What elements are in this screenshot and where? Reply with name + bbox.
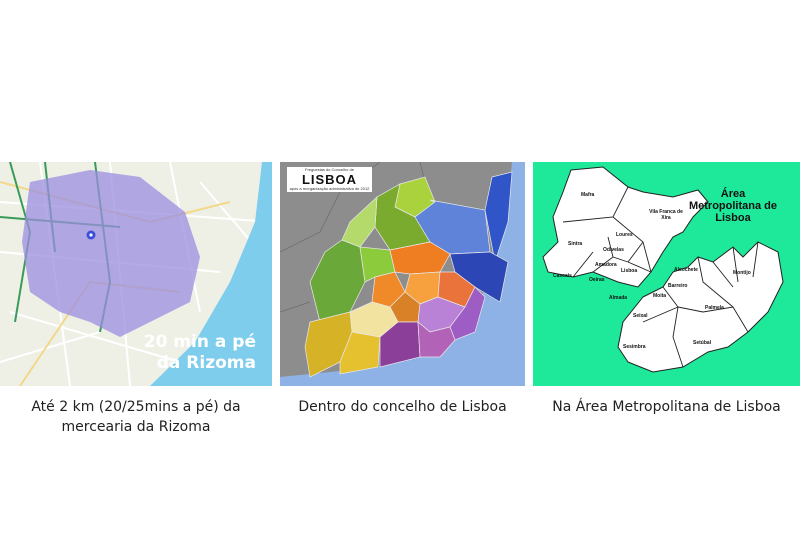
- label-amadora: Amadora: [595, 262, 617, 268]
- label-setubal: Setúbal: [693, 340, 712, 346]
- walking-radius-map-graphic: [0, 162, 272, 386]
- label-sesimbra: Sesimbra: [623, 344, 646, 350]
- label-mafra: Mafra: [581, 192, 595, 198]
- walk-time-line1: 20 min a pé: [143, 332, 256, 352]
- walk-time-line2: da Rizoma: [156, 353, 256, 373]
- label-loures: Loures: [616, 232, 633, 238]
- walk-time-overlay: 20 min a pé da Rizoma: [144, 332, 256, 374]
- aml-map-graphic: [533, 162, 800, 386]
- label-vila-franca: Vila Franca de Xira: [649, 209, 683, 221]
- label-seixal: Seixal: [633, 313, 648, 319]
- label-barreiro: Barreiro: [668, 283, 688, 289]
- lisboa-parishes-map: Freguesias do Concelho de LISBOA após a …: [280, 162, 525, 386]
- aml-caption: Na Área Metropolitana de Lisboa: [552, 399, 781, 415]
- label-sintra: Sintra: [568, 241, 583, 247]
- lisboa-title-sub: após a reorganização administrativa de 2…: [289, 186, 370, 191]
- label-cascais: Cascais: [553, 273, 572, 279]
- label-oeiras: Oeiras: [589, 277, 605, 283]
- aml-map: Área Metropolitana de Lisboa Mafra Vila …: [533, 162, 800, 386]
- walk-caption: Até 2 km (20/25mins a pé) da mercearia d…: [0, 397, 272, 437]
- label-moita: Moita: [653, 293, 667, 299]
- lisboa-caption: Dentro do concelho de Lisboa: [298, 399, 507, 415]
- lisboa-title-box: Freguesias do Concelho de LISBOA após a …: [287, 167, 372, 192]
- walk-radius-area: [22, 170, 200, 337]
- aml-title: Área Metropolitana de Lisboa: [688, 188, 777, 224]
- lisboa-title-small: Freguesias do Concelho de: [305, 167, 354, 172]
- label-palmela: Palmela: [705, 305, 724, 311]
- lisboa-parishes-graphic: [280, 162, 525, 386]
- label-lisboa: Lisboa: [621, 268, 638, 274]
- label-alcochete: Alcochete: [674, 267, 698, 273]
- label-montijo: Montijo: [733, 270, 751, 276]
- walk-caption-line2: mercearia da Rizoma: [61, 419, 211, 435]
- walk-caption-line1: Até 2 km (20/25mins a pé) da: [31, 399, 241, 415]
- rizoma-location-pin-icon: [86, 230, 96, 240]
- walking-radius-map: 20 min a pé da Rizoma: [0, 162, 272, 386]
- label-odivelas: Odivelas: [603, 247, 624, 253]
- label-almada: Almada: [609, 295, 628, 301]
- lisboa-title-big: LISBOA: [301, 172, 358, 187]
